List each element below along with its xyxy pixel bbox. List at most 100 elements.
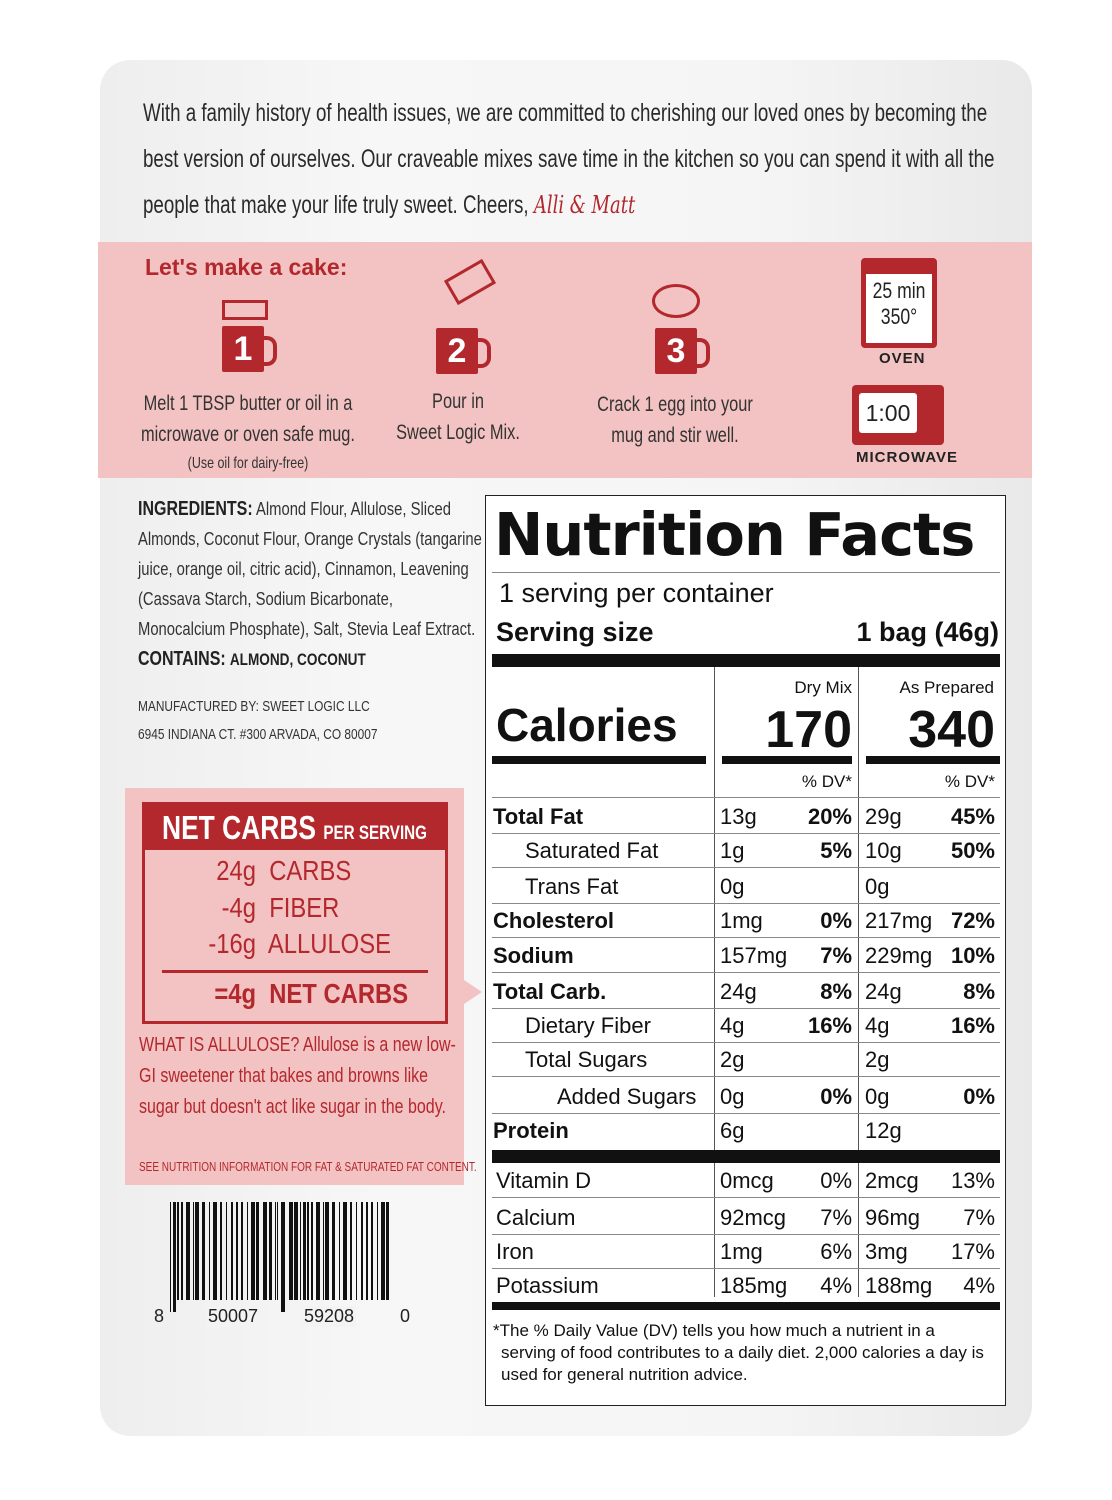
- net-divider: [162, 970, 428, 973]
- fat-content-note: SEE NUTRITION INFORMATION FOR FAT & SATU…: [139, 1160, 477, 1174]
- row-divider: [492, 937, 1000, 938]
- amount: 24g: [216, 855, 256, 886]
- barcode-bar: [241, 1202, 243, 1300]
- row-divider: [492, 1197, 1000, 1198]
- barcode-bar: [277, 1202, 278, 1300]
- amount-dry-mix: 157mg: [720, 943, 788, 968]
- barcode-bar: [281, 1202, 285, 1312]
- step-3-text-2: mug and stir well.: [611, 424, 739, 447]
- barcode-bar: [181, 1202, 183, 1300]
- net-carbs-subtitle: PER SERVING: [323, 823, 427, 844]
- thick-divider: [492, 1302, 1000, 1310]
- label: NET CARBS: [269, 978, 409, 1009]
- thick-divider: [866, 756, 1000, 764]
- dv-header-dry: % DV*: [801, 772, 852, 791]
- nutrient-name: Total Fat: [493, 804, 584, 829]
- thick-divider: [492, 1150, 1000, 1163]
- barcode-bar: [269, 1202, 272, 1300]
- dv-prepared: 17%: [950, 1239, 995, 1264]
- allergens: ALMOND, COCONUT: [229, 650, 366, 669]
- barcode-bar: [247, 1202, 248, 1300]
- story-text: With a family history of health issues, …: [143, 99, 995, 219]
- row-divider: [492, 1008, 1000, 1009]
- barcode-bar: [236, 1202, 238, 1300]
- barcode-bar: [209, 1202, 210, 1300]
- nutrition-title: Nutrition Facts: [494, 500, 975, 569]
- mug-step-2-icon: 2: [436, 328, 491, 374]
- step-1: Melt 1 TBSP butter or oil in a microwave…: [131, 388, 365, 478]
- amount-prepared: 12g: [865, 1118, 902, 1143]
- barcode-digit-1: 8: [154, 1306, 165, 1326]
- brand-story: With a family history of health issues, …: [143, 90, 1013, 228]
- dv-header-prepared: % DV*: [944, 772, 995, 791]
- pointer-arrow: [464, 980, 482, 1004]
- barcode-bar: [303, 1202, 306, 1300]
- barcode-bar: [377, 1202, 378, 1300]
- amount-dry-mix: 13g: [720, 804, 757, 829]
- mug-step-1-icon: 1: [222, 326, 277, 372]
- barcode-bar: [339, 1202, 340, 1300]
- barcode-bar: [332, 1202, 335, 1300]
- barcode-bar: [173, 1202, 176, 1312]
- ingredients: INGREDIENTS: Almond Flour, Allulose, Sli…: [138, 494, 483, 675]
- barcode-bar: [371, 1202, 373, 1300]
- net-carbs-header: NET CARBS PER SERVING: [142, 802, 448, 850]
- row-divider: [492, 797, 1000, 798]
- barcode-bar: [202, 1202, 205, 1300]
- divider: [492, 572, 1000, 573]
- dv-prepared: 50%: [950, 838, 995, 863]
- barcode-bar: [186, 1202, 190, 1300]
- egg-icon: [652, 284, 700, 318]
- row-divider: [492, 972, 1000, 973]
- step-3-text: Crack 1 egg into your: [597, 393, 753, 416]
- col-divider: [858, 667, 859, 1297]
- serving-size-value: 1 bag (46g): [856, 617, 999, 647]
- barcode-bar: [361, 1202, 363, 1300]
- nutrient-name: Saturated Fat: [525, 838, 659, 863]
- amount-prepared: 96mg: [865, 1205, 921, 1230]
- amount-dry-mix: 185mg: [720, 1273, 788, 1298]
- dv-dry-mix: 7%: [820, 1205, 852, 1230]
- manufacturer-address: 6945 INDIANA CT. #300 ARVADA, CO 80007: [138, 727, 378, 743]
- barcode-bar: [323, 1202, 324, 1300]
- barcode-bar: [366, 1202, 368, 1300]
- dv-prepared: 0%: [963, 1084, 995, 1109]
- amount-dry-mix: 0g: [720, 1084, 745, 1109]
- barcode-bar: [307, 1202, 309, 1300]
- oven-time: 25 min: [872, 278, 926, 303]
- nutrient-name: Total Sugars: [525, 1047, 648, 1072]
- amount-dry-mix: 92mcg: [720, 1205, 787, 1230]
- barcode-bar: [177, 1202, 179, 1300]
- barcode-bar: [294, 1202, 298, 1300]
- step-2-text: Pour in: [432, 390, 484, 413]
- dv-dry-mix: 6%: [820, 1239, 852, 1264]
- amount-dry-mix: 1mg: [720, 1239, 763, 1264]
- nutrient-name: Dietary Fiber: [525, 1013, 651, 1038]
- nutrition-facts-panel: [485, 495, 1006, 1406]
- barcode-bar: [251, 1202, 255, 1300]
- dv-prepared: 72%: [950, 908, 995, 933]
- barcode-bar: [289, 1202, 293, 1300]
- microwave-time: 1:00: [859, 393, 917, 433]
- amount-dry-mix: 1g: [720, 838, 745, 863]
- amount-prepared: 4g: [865, 1013, 890, 1038]
- amount-dry-mix: 0g: [720, 874, 745, 899]
- thick-divider: [492, 654, 1000, 667]
- dv-dry-mix: 0%: [820, 908, 852, 933]
- serving-size-label: Serving size: [496, 617, 654, 647]
- nutrient-name: Protein: [493, 1118, 569, 1143]
- row-divider: [492, 867, 1000, 868]
- amount-prepared: 217mg: [865, 908, 933, 933]
- net-line-fiber: -4g FIBER: [205, 892, 340, 924]
- signature: Alli & Matt: [533, 191, 636, 219]
- barcode-bar: [311, 1202, 313, 1300]
- calories-prepared: 340: [908, 701, 995, 759]
- dv-prepared: 7%: [963, 1205, 995, 1230]
- net-line-carbs: 24g CARBS: [205, 855, 351, 887]
- barcode-bar: [231, 1202, 233, 1300]
- dv-dry-mix: 0%: [820, 1168, 852, 1193]
- dv-prepared: 13%: [950, 1168, 995, 1193]
- dv-dry-mix: 5%: [820, 838, 852, 863]
- vitamin-name: Vitamin D: [496, 1168, 591, 1193]
- dv-dry-mix: 16%: [807, 1013, 852, 1038]
